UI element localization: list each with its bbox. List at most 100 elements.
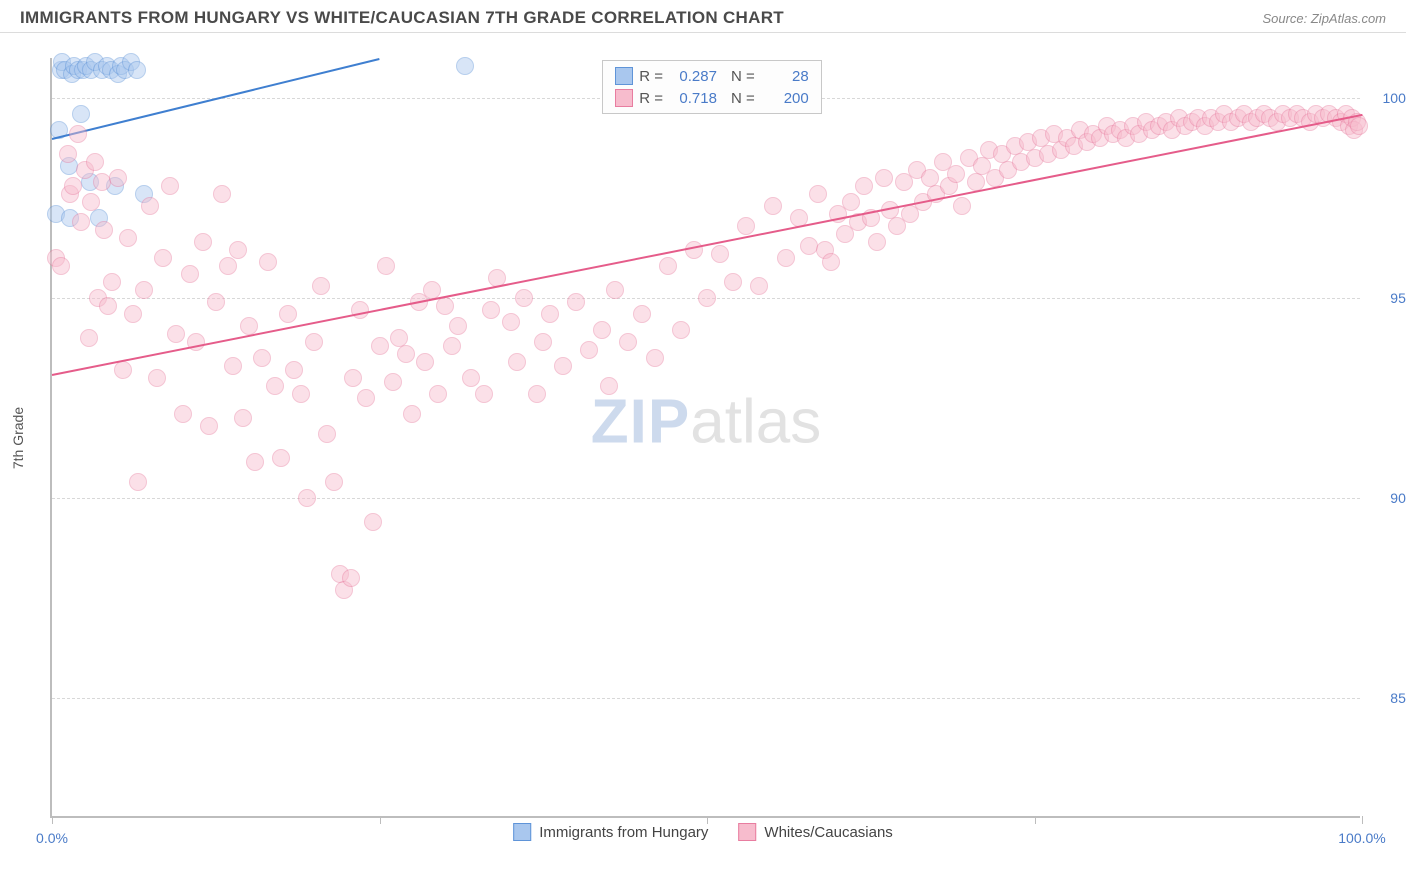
data-point [99, 297, 117, 315]
data-point [528, 385, 546, 403]
x-tick-label: 100.0% [1338, 830, 1385, 846]
data-point [253, 349, 271, 367]
data-point [148, 369, 166, 387]
data-point [135, 281, 153, 299]
data-point [416, 353, 434, 371]
data-point [672, 321, 690, 339]
data-point [711, 245, 729, 263]
data-point [855, 177, 873, 195]
y-tick-label: 100.0% [1370, 90, 1406, 106]
x-tick-label: 0.0% [36, 830, 68, 846]
data-point [129, 473, 147, 491]
data-point [750, 277, 768, 295]
data-point [103, 273, 121, 291]
legend-label: Whites/Caucasians [764, 824, 892, 841]
data-point [72, 105, 90, 123]
data-point [298, 489, 316, 507]
n-value: 28 [761, 68, 809, 85]
data-point [167, 325, 185, 343]
data-point [685, 241, 703, 259]
data-point [318, 425, 336, 443]
data-point [69, 125, 87, 143]
y-tick-label: 85.0% [1370, 690, 1406, 706]
legend-swatch [738, 823, 756, 841]
data-point [475, 385, 493, 403]
data-point [600, 377, 618, 395]
data-point [371, 337, 389, 355]
data-point [325, 473, 343, 491]
x-tick [1035, 816, 1036, 824]
data-point [875, 169, 893, 187]
data-point [842, 193, 860, 211]
data-point [449, 317, 467, 335]
data-point [502, 313, 520, 331]
data-point [64, 177, 82, 195]
data-point [868, 233, 886, 251]
data-point [181, 265, 199, 283]
chart-container: 7th Grade ZIPatlas 85.0%90.0%95.0%100.0%… [0, 33, 1406, 843]
data-point [397, 345, 415, 363]
data-point [194, 233, 212, 251]
data-point [508, 353, 526, 371]
data-point [764, 197, 782, 215]
data-point [698, 289, 716, 307]
data-point [82, 193, 100, 211]
data-point [515, 289, 533, 307]
r-label: R = [639, 90, 663, 107]
stats-legend: R =0.287N =28R =0.718N =200 [602, 60, 822, 114]
data-point [266, 377, 284, 395]
data-point [580, 341, 598, 359]
n-label: N = [731, 90, 755, 107]
r-label: R = [639, 68, 663, 85]
data-point [633, 305, 651, 323]
r-value: 0.718 [669, 90, 717, 107]
legend-swatch [513, 823, 531, 841]
n-value: 200 [761, 90, 809, 107]
stats-row: R = 0.718 N = 200 [615, 87, 809, 109]
data-point [279, 305, 297, 323]
data-point [403, 405, 421, 423]
data-point [285, 361, 303, 379]
legend-item: Immigrants from Hungary [513, 823, 708, 841]
data-point [777, 249, 795, 267]
x-tick [380, 816, 381, 824]
data-point [342, 569, 360, 587]
data-point [161, 177, 179, 195]
data-point [109, 169, 127, 187]
data-point [224, 357, 242, 375]
data-point [1350, 117, 1368, 135]
data-point [606, 281, 624, 299]
data-point [377, 257, 395, 275]
data-point [240, 317, 258, 335]
data-point [174, 405, 192, 423]
data-point [953, 197, 971, 215]
data-point [947, 165, 965, 183]
data-point [593, 321, 611, 339]
data-point [357, 389, 375, 407]
data-point [384, 373, 402, 391]
data-point [229, 241, 247, 259]
y-tick-label: 90.0% [1370, 490, 1406, 506]
data-point [646, 349, 664, 367]
data-point [482, 301, 500, 319]
trend-line [52, 114, 1362, 376]
data-point [124, 305, 142, 323]
data-point [436, 297, 454, 315]
watermark: ZIPatlas [591, 386, 821, 457]
gridline-h [52, 498, 1360, 499]
data-point [52, 257, 70, 275]
watermark-atlas: atlas [690, 387, 821, 456]
data-point [567, 293, 585, 311]
legend-item: Whites/Caucasians [738, 823, 892, 841]
plot-area: ZIPatlas 85.0%90.0%95.0%100.0%0.0%100.0%… [50, 58, 1360, 818]
y-tick-label: 95.0% [1370, 290, 1406, 306]
data-point [659, 257, 677, 275]
data-point [462, 369, 480, 387]
data-point [219, 257, 237, 275]
data-point [351, 301, 369, 319]
n-label: N = [731, 68, 755, 85]
data-point [809, 185, 827, 203]
data-point [86, 153, 104, 171]
data-point [429, 385, 447, 403]
x-tick [1362, 816, 1363, 824]
